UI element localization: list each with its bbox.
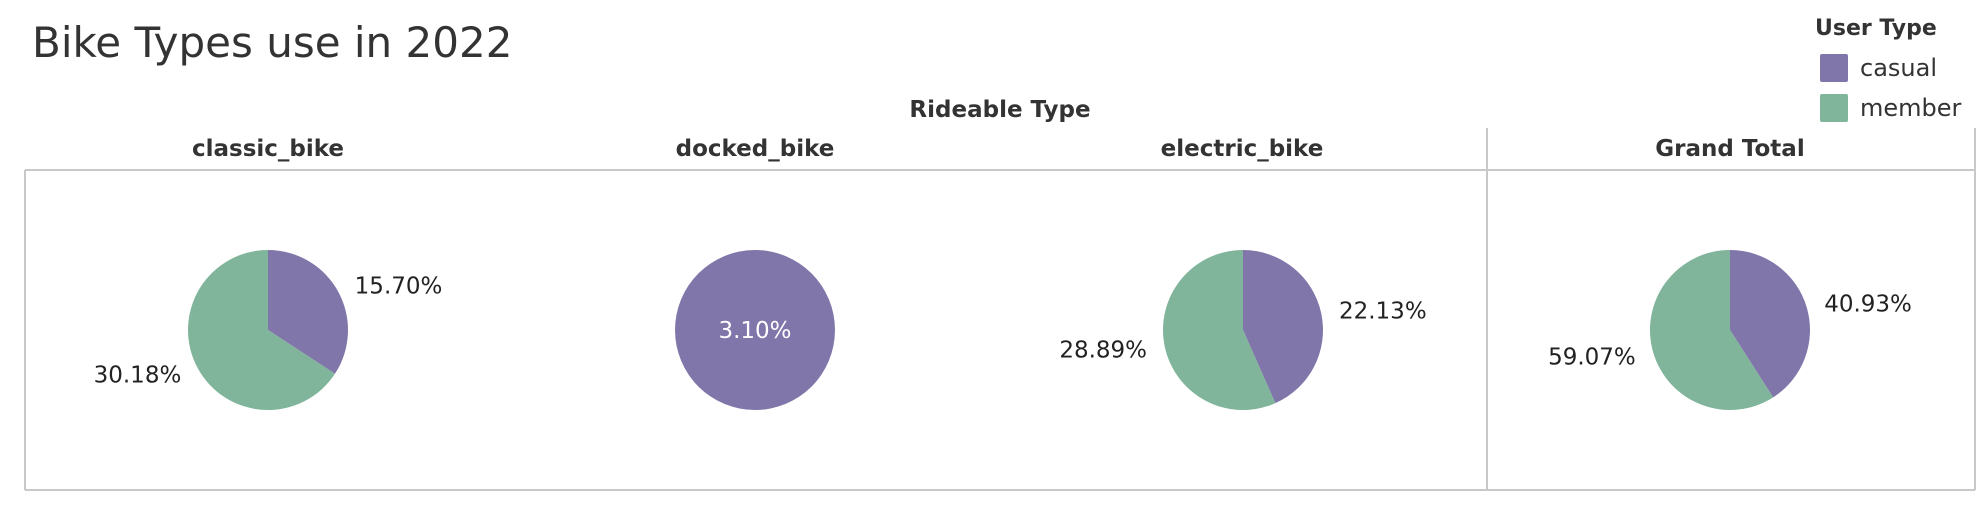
chart-title: Bike Types use in 2022 [32,18,513,67]
panel-label-electric-bike: electric_bike [1160,136,1324,162]
pie-label-electric-bike-casual: 22.13% [1339,299,1427,325]
legend-label-member: member [1860,94,1962,122]
pie-slice-classic-bike-casual[interactable] [268,250,348,374]
pie-slice-grand-total-casual[interactable] [1730,250,1810,398]
pie-label-classic-bike-casual: 15.70% [355,273,443,299]
panel-label-docked-bike: docked_bike [675,136,835,162]
legend-swatch-member [1820,94,1848,122]
column-header: Rideable Type [909,97,1091,123]
pie-label-electric-bike-member: 28.89% [1059,337,1147,363]
legend-item-member[interactable]: member [1820,94,1961,122]
pie-label-grand-total-member: 59.07% [1548,344,1636,370]
pie-label-classic-bike-member: 30.18% [94,363,182,389]
pie-label-docked-bike-casual: 3.10% [718,318,791,344]
pie-slice-classic-bike-member[interactable] [188,250,335,410]
legend-swatch-casual [1820,54,1848,82]
pie-slice-electric-bike-casual[interactable] [1243,250,1324,404]
panel-label-classic-bike: classic_bike [191,136,345,162]
legend-label-casual: casual [1860,54,1937,82]
pie-slice-grand-total-member[interactable] [1650,250,1774,410]
pie-slice-electric-bike-member[interactable] [1163,250,1276,410]
pie-label-grand-total-casual: 40.93% [1824,292,1912,318]
pie-slice-docked-bike-casual[interactable] [675,250,835,410]
panel-label-grand-total: Grand Total [1655,136,1805,162]
legend-title: User Type [1815,16,1937,41]
legend-item-casual[interactable]: casual [1820,54,1937,82]
